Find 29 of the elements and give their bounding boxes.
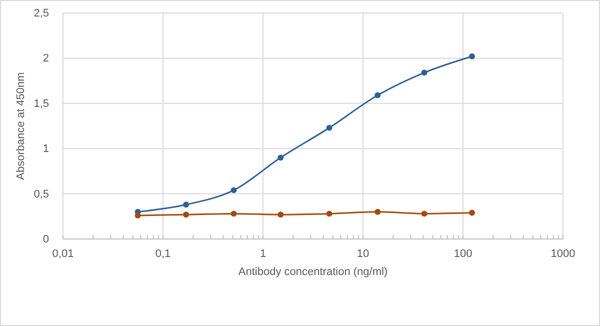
y-tick-label: 2,5 (34, 8, 49, 20)
x-tick-label: 1000 (550, 248, 576, 260)
point (374, 92, 381, 98)
x-tick-label: 100 (454, 248, 472, 260)
point (469, 210, 475, 216)
point (183, 202, 190, 208)
point (326, 210, 332, 217)
point (421, 70, 428, 76)
x-tick-label: 1 (260, 248, 266, 260)
point (374, 208, 381, 215)
point (230, 210, 237, 217)
y-tick-label: 0,5 (34, 188, 49, 200)
point (421, 210, 428, 217)
point (278, 154, 284, 161)
x-tick-label: 10 (356, 248, 370, 260)
y-tick-label: 2 (42, 52, 49, 65)
point (134, 212, 141, 218)
point (469, 53, 475, 60)
x-tick-label: 0,01 (52, 248, 74, 260)
point (326, 124, 332, 131)
point (183, 212, 190, 218)
y-tick-label: 0 (42, 234, 49, 246)
y-tick-label: 1,5 (34, 98, 49, 110)
point (230, 187, 237, 194)
x-axis-title: Antibody concentration (ng/ml) (238, 266, 388, 278)
point (278, 212, 284, 218)
y-tick-label: 1 (42, 143, 49, 156)
y-axis-title: Absorbance at 450nm (15, 72, 27, 180)
x-tick-label: 0,1 (155, 248, 171, 260)
